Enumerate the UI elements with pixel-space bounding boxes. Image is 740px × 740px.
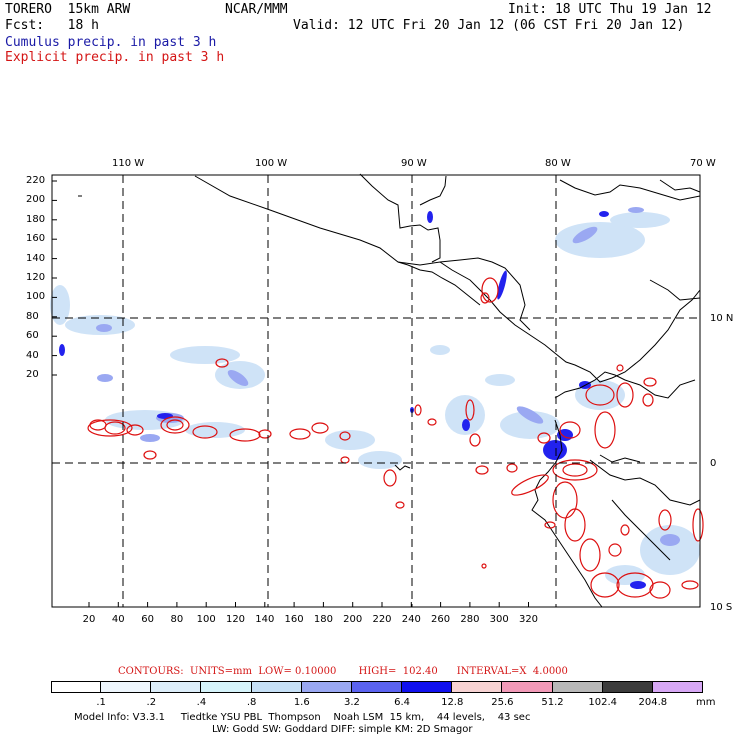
colorbar-label: 6.4 xyxy=(394,697,411,708)
lat-label-10s: 10 S xyxy=(710,602,733,613)
y-tick-label: 80 xyxy=(26,310,39,322)
colorbar-swatch xyxy=(452,681,503,693)
colorbar-swatch xyxy=(101,681,152,693)
lon-label-80w: 80 W xyxy=(545,158,571,169)
y-tick-label: 180 xyxy=(26,213,46,225)
colorbar-unit: mm xyxy=(696,697,716,708)
colorbar-swatch xyxy=(301,681,352,693)
valid-time: Valid: 12 UTC Fri 20 Jan 12 (06 CST Fri … xyxy=(293,18,685,33)
y-tick-label: 140 xyxy=(26,252,46,264)
x-tick-label: 160 xyxy=(284,614,304,625)
physics-info: LW: Godd SW: Goddard DIFF: simple KM: 2D… xyxy=(212,724,473,735)
y-tick-label: 120 xyxy=(26,272,46,283)
colorbar-swatch xyxy=(502,681,553,693)
colorbar-label: .4 xyxy=(196,697,207,708)
colorbar-swatch xyxy=(251,681,302,693)
colorbar-label: 3.2 xyxy=(343,697,360,708)
x-tick-label: 180 xyxy=(313,614,333,625)
graticule xyxy=(52,175,700,607)
x-tick-label: 300 xyxy=(489,614,509,625)
y-tick-label: 60 xyxy=(26,330,39,342)
colorbar-label: 204.8 xyxy=(638,697,668,708)
lon-label-110w: 110 W xyxy=(112,158,145,169)
colorbar-swatch xyxy=(51,681,102,693)
x-tick-label: 220 xyxy=(372,614,392,625)
colorbar-label: 51.2 xyxy=(541,697,564,708)
x-tick-label: 280 xyxy=(460,614,480,625)
axis-ticks xyxy=(52,180,529,607)
contours-info: CONTOURS: UNITS=mm LOW= 0.10000 HIGH= 10… xyxy=(118,666,568,677)
map-frame xyxy=(51,174,701,608)
colorbar-label: 25.6 xyxy=(491,697,514,708)
cumulus-precip-light xyxy=(50,212,700,585)
explicit-precip-contours xyxy=(87,277,704,599)
x-tick-label: 40 xyxy=(111,614,125,625)
model-title: TORERO 15km ARW xyxy=(5,2,131,17)
x-tick-label: 20 xyxy=(82,614,96,625)
x-tick-label: 320 xyxy=(518,614,539,625)
cumulus-precip-medium xyxy=(96,207,680,546)
lat-label-0: 0 xyxy=(710,458,717,469)
forecast-hour: Fcst: 18 h xyxy=(5,18,99,33)
colorbar-swatch xyxy=(602,681,653,693)
y-tick-label: 220 xyxy=(26,175,46,186)
colorbar-swatch xyxy=(652,681,703,693)
explicit-legend: Explicit precip. in past 3 h xyxy=(5,50,225,65)
colorbar-label: 12.8 xyxy=(441,697,464,708)
x-tick-label: 140 xyxy=(255,614,275,625)
x-tick-label: 80 xyxy=(170,614,184,625)
x-tick-label: 240 xyxy=(401,614,421,625)
x-tick-label: 260 xyxy=(431,614,451,625)
cumulus-legend: Cumulus precip. in past 3 h xyxy=(5,35,217,50)
colorbar-swatch xyxy=(201,681,252,693)
coastlines xyxy=(78,173,701,608)
org-label: NCAR/MMM xyxy=(225,2,288,17)
colorbar-label: 1.6 xyxy=(293,697,310,708)
colorbar-swatch xyxy=(151,681,202,693)
colorbar-label: 102.4 xyxy=(588,697,618,708)
colorbar-swatch xyxy=(351,681,403,693)
colorbar-label: .1 xyxy=(96,697,106,708)
colorbar-label: .2 xyxy=(146,697,157,708)
colorbar-label: .8 xyxy=(246,697,257,708)
y-tick-label: 200 xyxy=(26,194,46,206)
y-tick-label: 40 xyxy=(26,349,39,361)
x-tick-label: 100 xyxy=(196,614,216,625)
lon-label-100w: 100 W xyxy=(255,158,288,169)
lon-label-90w: 90 W xyxy=(401,158,427,169)
y-tick-label: 100 xyxy=(26,291,46,303)
lon-label-70w: 70 W xyxy=(690,158,716,169)
colorbar-swatch xyxy=(552,681,603,693)
lat-label-10n: 10 N xyxy=(710,313,734,324)
x-tick-label: 120 xyxy=(225,614,246,625)
y-tick-label: 160 xyxy=(26,233,46,245)
model-info: Model Info: V3.3.1 Tiedtke YSU PBL Thomp… xyxy=(74,712,531,723)
colorbar-swatch xyxy=(402,681,453,693)
y-tick-label: 20 xyxy=(26,369,39,380)
cumulus-precip-heavy xyxy=(59,211,646,589)
init-time: Init: 18 UTC Thu 19 Jan 12 xyxy=(508,2,712,17)
x-tick-label: 200 xyxy=(343,614,363,625)
x-tick-label: 60 xyxy=(141,614,154,625)
